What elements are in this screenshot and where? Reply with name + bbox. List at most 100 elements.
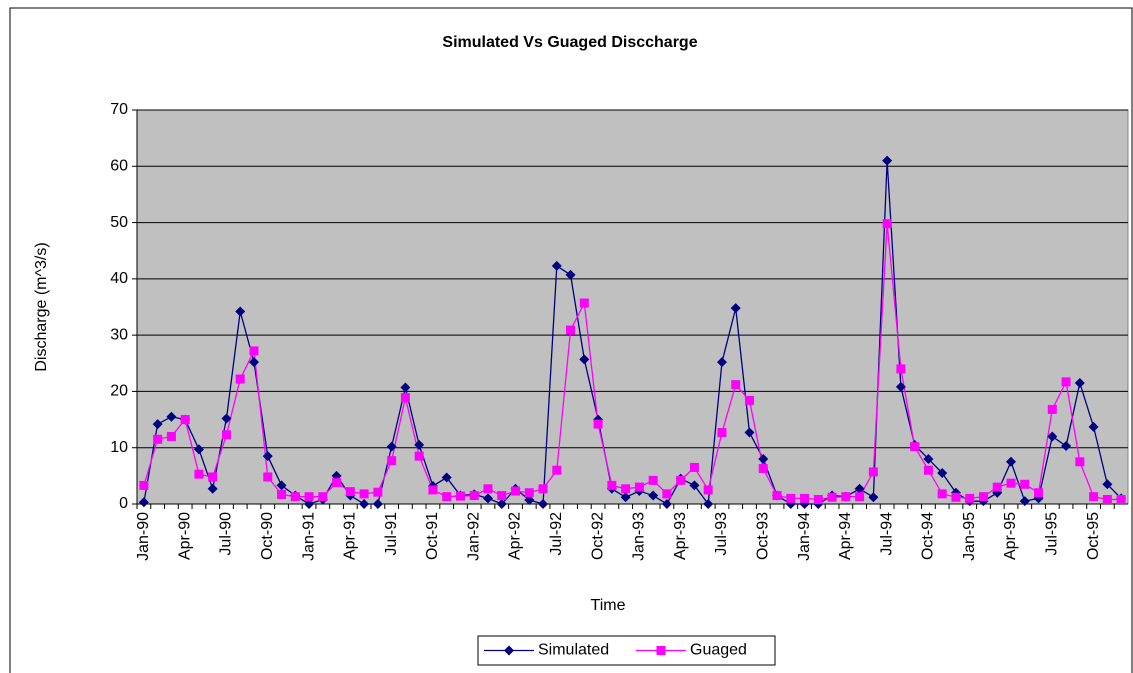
x-tick-label: Jul-90 — [218, 512, 235, 556]
data-point — [800, 493, 810, 503]
data-point — [524, 488, 534, 498]
data-point — [786, 493, 796, 503]
data-point — [565, 269, 576, 280]
x-tick-label: Apr-94 — [837, 512, 854, 560]
data-point — [607, 480, 617, 490]
data-point — [511, 486, 521, 496]
data-point — [387, 456, 397, 466]
x-tick-label: Apr-93 — [672, 512, 689, 560]
data-point — [262, 451, 273, 462]
data-point — [455, 491, 465, 501]
data-point — [194, 469, 204, 479]
x-axis-label: Time — [591, 597, 626, 614]
data-point — [318, 492, 328, 502]
data-point — [621, 484, 631, 494]
y-tick-label: 60 — [110, 158, 128, 175]
data-point — [414, 439, 425, 450]
data-point — [662, 489, 672, 499]
data-point — [689, 462, 699, 472]
data-point — [910, 442, 920, 452]
y-tick-label: 0 — [119, 495, 128, 512]
y-axis-label: Discharge (m^3/s) — [33, 242, 50, 371]
data-point — [937, 468, 948, 479]
data-point — [923, 465, 933, 475]
x-tick-label: Apr-92 — [507, 512, 524, 560]
legend-label: Guaged — [690, 642, 747, 659]
data-point — [152, 419, 163, 430]
data-point — [208, 472, 218, 482]
data-point — [648, 490, 659, 501]
data-point — [414, 451, 424, 461]
data-point — [400, 382, 411, 393]
x-tick-label: Apr-95 — [1002, 512, 1019, 560]
data-point — [1034, 488, 1044, 498]
x-tick-label: Apr-91 — [342, 512, 359, 560]
x-tick-label: Jul-95 — [1044, 512, 1061, 556]
data-point — [1020, 479, 1030, 489]
x-tick-label: Jan-91 — [300, 512, 317, 561]
x-tick-label: Oct-95 — [1085, 512, 1102, 560]
data-point — [372, 499, 383, 509]
data-point — [373, 487, 383, 497]
x-tick-label: Oct-92 — [589, 512, 606, 560]
data-point — [1047, 431, 1058, 442]
data-point — [579, 298, 589, 308]
y-tick-label: 40 — [110, 270, 128, 287]
data-point — [854, 483, 865, 494]
data-point — [359, 489, 369, 499]
data-point — [332, 478, 342, 488]
data-point — [235, 374, 245, 384]
data-point — [359, 499, 370, 509]
data-point — [855, 492, 865, 502]
data-point — [249, 346, 259, 356]
x-tick-label: Jul-94 — [878, 512, 895, 556]
data-point — [716, 357, 727, 368]
x-tick-label: Jul-92 — [548, 512, 565, 556]
data-point — [538, 499, 549, 509]
data-point — [538, 484, 548, 494]
x-tick-label: Jan-93 — [631, 512, 648, 561]
data-point — [400, 393, 410, 403]
data-point — [1047, 404, 1057, 414]
data-point — [304, 492, 314, 502]
data-point — [304, 499, 315, 509]
data-point — [923, 453, 934, 464]
data-point — [1075, 457, 1085, 467]
data-point — [193, 444, 204, 455]
data-point — [896, 364, 906, 374]
data-point — [648, 475, 658, 485]
data-point — [841, 492, 851, 502]
data-point — [730, 303, 741, 314]
data-point — [221, 413, 232, 424]
data-point — [579, 354, 590, 365]
data-point — [441, 472, 452, 483]
x-tick-label: Jul-91 — [383, 512, 400, 556]
chart-title: Simulated Vs Guaged Disccharge — [442, 34, 697, 51]
data-point — [428, 485, 438, 495]
data-point — [166, 431, 176, 441]
data-point — [717, 428, 727, 438]
x-tick-label: Jan-94 — [796, 512, 813, 561]
y-tick-label: 10 — [110, 439, 128, 456]
data-point — [703, 499, 714, 509]
data-point — [248, 357, 259, 368]
data-point — [882, 219, 892, 229]
data-point — [895, 381, 906, 392]
data-point — [497, 491, 507, 501]
data-point — [139, 480, 149, 490]
data-point — [1061, 441, 1072, 452]
data-point — [221, 430, 231, 440]
data-point — [1006, 478, 1016, 488]
x-tick-label: Oct-91 — [424, 512, 441, 560]
y-tick-label: 50 — [110, 214, 128, 231]
data-point — [758, 464, 768, 474]
plot-area — [136, 109, 1129, 505]
x-tick-label: Jul-93 — [713, 512, 730, 556]
data-point — [551, 260, 562, 271]
data-point — [1102, 494, 1112, 504]
y-tick-label: 70 — [110, 101, 128, 118]
data-point — [744, 395, 754, 405]
data-point — [180, 415, 190, 425]
data-point — [207, 483, 218, 494]
